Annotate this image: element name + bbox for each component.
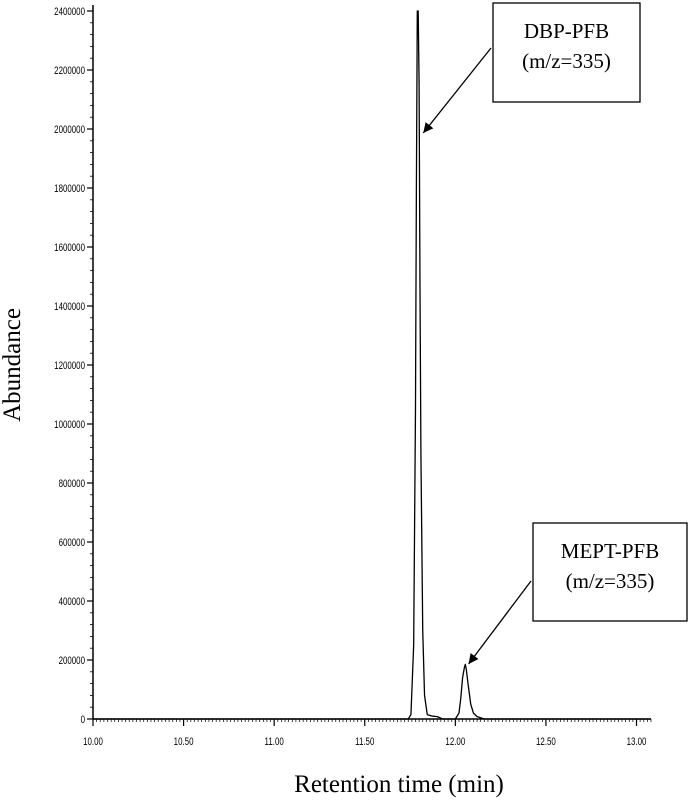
annotation-arrow — [422, 47, 492, 134]
y-tick-label: 1600000 — [54, 242, 85, 255]
annotation-sublabel: (m/z=335) — [522, 49, 611, 73]
y-tick-label: 2200000 — [54, 65, 85, 78]
annotation-sublabel: (m/z=335) — [566, 569, 655, 593]
x-tick-label: 12.50 — [536, 736, 556, 749]
x-tick-label: 11.00 — [265, 736, 284, 749]
x-tick-label: 13.00 — [627, 736, 647, 749]
annotation-arrow — [468, 580, 532, 665]
y-axis: 0 200000 400000 600000 800000 1000000 1200000 1… — [54, 5, 94, 727]
y-tick-label: 600000 — [59, 537, 85, 550]
y-tick-label: 2000000 — [54, 124, 85, 137]
x-tick-label: 11.50 — [355, 736, 374, 749]
x-tick-label: 10.00 — [83, 736, 103, 749]
y-tick-label: 1400000 — [54, 301, 85, 314]
plot-area — [93, 10, 651, 720]
y-tick-label: 0 — [81, 714, 85, 727]
x-axis: 10.00 10.50 11.00 11.50 12.00 12.50 13.00 — [83, 718, 652, 749]
annotation-box — [492, 2, 641, 103]
y-tick-label: 1000000 — [54, 419, 85, 432]
y-tick-label: 2400000 — [54, 6, 85, 19]
x-tick-label: 10.50 — [174, 736, 194, 749]
annotations: DBP-PFB (m/z=335) MEPT-PFB (m/z=335) — [422, 2, 688, 665]
annotation-label: DBP-PFB — [524, 19, 609, 43]
series-line — [93, 10, 651, 720]
annotation-2: MEPT-PFB (m/z=335) — [468, 522, 688, 665]
y-axis-title: Abundance — [0, 308, 26, 422]
y-tick-label: 400000 — [59, 596, 85, 609]
annotation-label: MEPT-PFB — [561, 539, 659, 563]
annotation-box — [532, 522, 688, 622]
y-tick-label: 1200000 — [54, 360, 85, 373]
y-tick-label: 800000 — [59, 478, 85, 491]
x-axis-title: Retention time (min) — [294, 771, 504, 798]
y-tick-label: 1800000 — [54, 183, 85, 196]
y-tick-label: 200000 — [59, 655, 85, 668]
x-tick-label: 12.00 — [445, 736, 465, 749]
annotation-1: DBP-PFB (m/z=335) — [422, 2, 641, 134]
